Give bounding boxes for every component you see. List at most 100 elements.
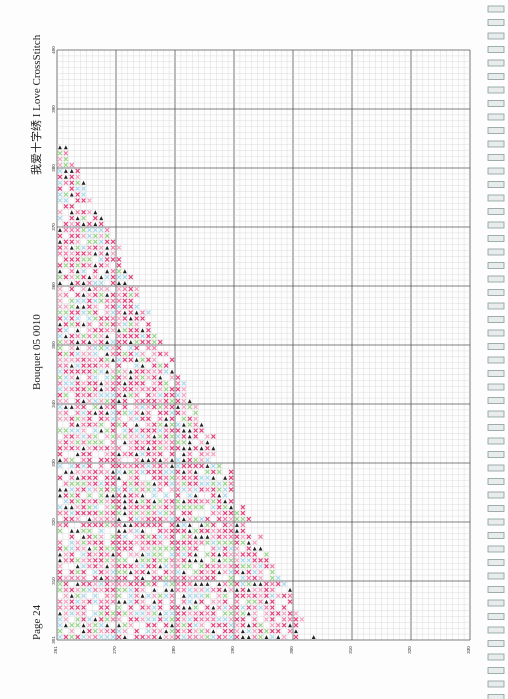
stitch — [258, 599, 263, 605]
stitch — [110, 434, 116, 439]
stitch — [98, 552, 104, 557]
stitch — [234, 510, 240, 516]
stitch — [193, 463, 199, 469]
stitch — [116, 363, 122, 369]
stitch — [104, 363, 110, 369]
stitch — [92, 534, 98, 540]
stitch — [98, 463, 104, 469]
stitch — [63, 552, 69, 557]
stitch — [228, 552, 234, 557]
stitch — [122, 304, 128, 310]
stitch — [193, 504, 199, 510]
stitch — [258, 593, 263, 599]
stitch — [57, 251, 63, 256]
stitch — [234, 552, 240, 557]
stitch — [75, 469, 81, 475]
stitch — [205, 498, 210, 504]
stitch — [69, 245, 74, 250]
stitch — [146, 563, 151, 569]
stitch — [252, 628, 258, 634]
stitch — [205, 434, 210, 439]
stitch — [175, 575, 181, 581]
stitch — [157, 593, 163, 599]
stitch — [63, 593, 69, 599]
stitch — [122, 546, 128, 551]
stitch — [181, 552, 187, 557]
stitch — [75, 351, 81, 357]
stitch — [81, 262, 86, 268]
stitch — [205, 616, 210, 622]
stitch — [69, 605, 75, 610]
stitch — [57, 380, 63, 386]
stitch — [99, 387, 104, 392]
stitch — [169, 416, 175, 422]
stitch — [228, 575, 234, 581]
stitch — [169, 375, 175, 380]
stitch — [63, 380, 69, 386]
stitch — [187, 563, 193, 569]
row-label: 400 — [51, 46, 56, 54]
stitch — [110, 410, 116, 416]
stitch — [75, 251, 81, 256]
stitch — [58, 269, 62, 274]
stitch — [234, 534, 240, 540]
stitch — [122, 563, 128, 569]
stitch — [181, 517, 186, 521]
stitch — [228, 563, 234, 569]
stitch — [116, 268, 122, 274]
stitch — [228, 540, 234, 546]
stitch — [117, 475, 121, 480]
stitch — [87, 363, 92, 369]
stitch — [128, 357, 134, 363]
ring — [487, 329, 505, 337]
stitch — [193, 569, 199, 575]
stitch — [187, 622, 193, 628]
stitch — [128, 345, 134, 351]
stitch — [81, 457, 86, 463]
stitch — [157, 481, 163, 487]
stitch — [63, 405, 68, 409]
stitch — [175, 439, 181, 445]
stitch — [175, 634, 181, 640]
stitch — [140, 510, 145, 516]
stitch — [157, 599, 163, 605]
stitch — [193, 628, 199, 634]
stitch — [193, 622, 199, 628]
stitch — [81, 522, 86, 528]
stitch — [216, 634, 222, 640]
stitch — [110, 239, 116, 245]
stitch — [134, 434, 140, 439]
stitch — [199, 582, 204, 586]
stitch — [104, 569, 110, 575]
stitch — [87, 504, 92, 510]
stitch — [205, 552, 210, 557]
stitch — [240, 528, 246, 534]
stitch — [228, 622, 234, 628]
stitch — [105, 351, 110, 356]
stitch — [110, 310, 116, 315]
stitch — [240, 605, 246, 610]
stitch — [63, 239, 69, 245]
stitch — [163, 369, 169, 374]
stitch — [252, 634, 258, 640]
stitch — [199, 422, 204, 427]
stitch — [199, 481, 204, 487]
stitch — [122, 534, 128, 540]
row-label: 340 — [51, 400, 56, 408]
stitch — [240, 522, 246, 528]
stitch — [210, 611, 216, 616]
stitch — [105, 564, 110, 569]
stitch — [122, 274, 128, 280]
stitch — [87, 445, 92, 451]
stitch — [193, 493, 198, 498]
stitch — [63, 162, 69, 168]
stitch — [116, 611, 122, 616]
stitch — [228, 634, 234, 640]
stitch — [116, 274, 122, 280]
stitch — [75, 622, 81, 628]
stitch — [187, 534, 193, 540]
stitch — [122, 569, 128, 575]
stitch — [116, 292, 122, 298]
stitch — [152, 434, 157, 439]
stitch — [57, 351, 63, 357]
